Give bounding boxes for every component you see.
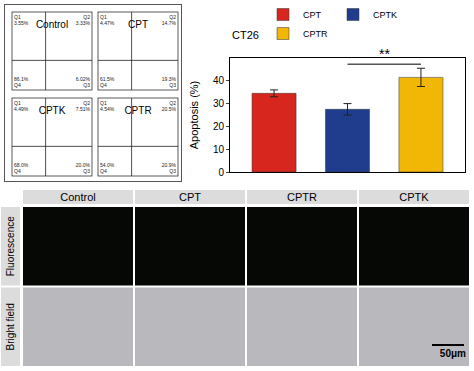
svg-text:CT26: CT26 bbox=[232, 29, 259, 41]
svg-text:4.49%: 4.49% bbox=[14, 106, 29, 112]
svg-text:CPTK: CPTK bbox=[399, 191, 429, 203]
svg-text:CPT: CPT bbox=[128, 19, 148, 30]
svg-text:4.47%: 4.47% bbox=[100, 20, 115, 26]
svg-text:Control: Control bbox=[60, 191, 95, 203]
svg-text:CPTR: CPTR bbox=[124, 105, 151, 116]
svg-text:Q2: Q2 bbox=[83, 14, 90, 20]
svg-text:Bright field: Bright field bbox=[5, 303, 16, 350]
svg-text:Q3: Q3 bbox=[169, 168, 176, 174]
svg-text:Q3: Q3 bbox=[83, 168, 90, 174]
svg-text:**: ** bbox=[379, 46, 390, 62]
svg-text:10: 10 bbox=[213, 144, 225, 155]
svg-text:20.5%: 20.5% bbox=[162, 106, 177, 112]
svg-text:CPTK: CPTK bbox=[39, 105, 66, 116]
svg-text:3.33%: 3.33% bbox=[76, 20, 91, 26]
svg-text:Q2: Q2 bbox=[169, 14, 176, 20]
svg-text:Q1: Q1 bbox=[14, 14, 21, 20]
svg-text:CPTK: CPTK bbox=[373, 10, 397, 20]
svg-text:Q3: Q3 bbox=[169, 82, 176, 88]
svg-text:Fluorescence: Fluorescence bbox=[5, 216, 16, 276]
svg-text:Q2: Q2 bbox=[83, 100, 90, 106]
svg-text:CPTR: CPTR bbox=[303, 29, 328, 39]
svg-text:7.51%: 7.51% bbox=[76, 106, 91, 112]
svg-text:86.1%: 86.1% bbox=[14, 76, 29, 82]
svg-text:Q3: Q3 bbox=[83, 82, 90, 88]
svg-text:Q4: Q4 bbox=[14, 168, 21, 174]
svg-text:54.0%: 54.0% bbox=[100, 162, 115, 168]
svg-text:Q4: Q4 bbox=[14, 82, 21, 88]
svg-text:40: 40 bbox=[213, 75, 225, 86]
svg-text:68.0%: 68.0% bbox=[14, 162, 29, 168]
svg-text:50μm: 50μm bbox=[440, 348, 466, 359]
svg-text:Apoptosis (%): Apoptosis (%) bbox=[188, 81, 200, 149]
svg-text:30: 30 bbox=[213, 98, 225, 109]
svg-text:Q1: Q1 bbox=[14, 100, 21, 106]
svg-text:14.7%: 14.7% bbox=[162, 20, 177, 26]
svg-text:0: 0 bbox=[218, 167, 224, 178]
svg-text:20.0%: 20.0% bbox=[76, 162, 91, 168]
svg-text:3.55%: 3.55% bbox=[14, 20, 29, 26]
svg-text:Control: Control bbox=[36, 19, 68, 30]
svg-text:4.54%: 4.54% bbox=[100, 106, 115, 112]
svg-text:CPT: CPT bbox=[179, 191, 201, 203]
svg-text:CPTR: CPTR bbox=[287, 191, 317, 203]
svg-text:Q4: Q4 bbox=[100, 168, 107, 174]
svg-text:20: 20 bbox=[213, 121, 225, 132]
svg-text:61.5%: 61.5% bbox=[100, 76, 115, 82]
svg-text:6.02%: 6.02% bbox=[76, 76, 91, 82]
svg-text:Q4: Q4 bbox=[100, 82, 107, 88]
svg-text:Q1: Q1 bbox=[100, 14, 107, 20]
svg-text:20.9%: 20.9% bbox=[162, 162, 177, 168]
svg-text:CPT: CPT bbox=[303, 10, 322, 20]
svg-text:Q2: Q2 bbox=[169, 100, 176, 106]
svg-text:Q1: Q1 bbox=[100, 100, 107, 106]
svg-text:19.3%: 19.3% bbox=[162, 76, 177, 82]
